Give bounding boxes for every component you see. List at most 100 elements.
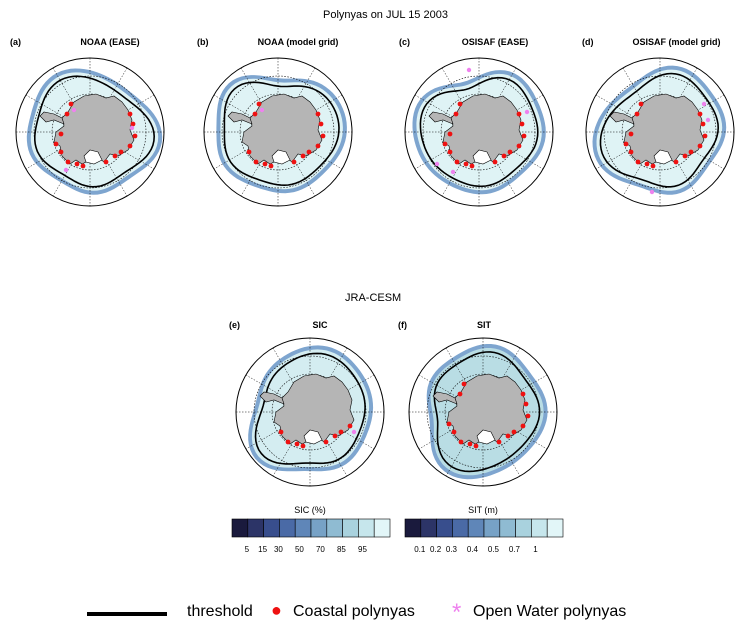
meridian-line — [52, 67, 128, 197]
open-water-polynya-dot — [649, 189, 655, 195]
coastal-polynya-dot — [338, 429, 344, 435]
coastal-polynya-dot — [130, 121, 136, 127]
colorbar-sit-title: SIT (m) — [468, 505, 498, 515]
coastal-polynya-dot — [682, 153, 688, 159]
colorbar-tick-label: 0.7 — [508, 545, 520, 554]
coastal-polynya-dot — [523, 401, 529, 407]
meridian-line — [595, 94, 725, 170]
meridian-line — [240, 67, 316, 197]
coastal-polynya-dot — [300, 153, 306, 159]
meridian-line — [418, 374, 548, 450]
coastal-polynya-dot — [520, 391, 526, 397]
coastal-polynya-dot — [635, 159, 641, 165]
colorbar-swatch — [436, 518, 453, 538]
colorbar-tick-label: 85 — [336, 545, 346, 554]
threshold-contour — [34, 75, 156, 188]
ice-shelf — [83, 149, 103, 165]
threshold-contour — [223, 81, 340, 187]
coastal-polynya-dot — [454, 159, 460, 165]
colorbar-tick-label: 15 — [258, 545, 268, 554]
colorbar-sic — [231, 518, 391, 538]
map-body — [405, 58, 553, 206]
panel-label-f: (f) — [398, 320, 407, 330]
panel-label-d: (d) — [582, 37, 594, 47]
panel-title-b: NOAA (model grid) — [257, 37, 339, 47]
meridian-line — [445, 347, 521, 477]
colorbar-swatch — [373, 518, 391, 538]
open-water-polynya-dot — [705, 117, 711, 123]
coastal-polynya-dot — [262, 161, 268, 167]
colorbar-swatch — [499, 518, 516, 538]
coastal-polynya-dot — [256, 101, 262, 107]
colorbar-tick-label: 50 — [294, 545, 304, 554]
coastal-polynya-dot — [638, 101, 644, 107]
colorbar-tick-label: 0.4 — [466, 545, 478, 554]
coastal-polynya-dot — [323, 439, 329, 445]
ice-shelf — [271, 149, 291, 165]
colorbar-swatch — [358, 518, 375, 538]
coastal-polynya-dot — [252, 111, 258, 117]
threshold-contour — [599, 72, 720, 188]
map-body — [204, 58, 352, 206]
coastal-polynya-dot — [65, 159, 71, 165]
meridian-line — [622, 67, 698, 197]
map-frame — [203, 57, 353, 207]
colorbar-swatch — [467, 518, 485, 538]
antarctic-map-b — [203, 57, 353, 207]
coastal-polynya-dot — [519, 121, 525, 127]
meridian-line — [213, 94, 343, 170]
coastal-polynya-dot — [127, 143, 133, 149]
coastal-polynya-dot — [628, 131, 634, 137]
coastal-polynya-dot — [246, 149, 252, 155]
coastal-polynya-dot — [103, 159, 109, 165]
colorbar-sit-ticks: 0.1 0.2 0.3 0.4 0.5 0.7 1 — [404, 545, 562, 557]
colorbar-tick-label: 0.5 — [487, 545, 499, 554]
antarctic-map-a — [15, 57, 165, 207]
colorbar-swatch — [546, 518, 564, 538]
figure-title: Polynyas on JUL 15 2003 — [323, 9, 448, 21]
colorbar-tick-label: 0.1 — [414, 545, 426, 554]
coastal-polynya-dot — [306, 149, 312, 155]
coastal-polynya-dot — [127, 111, 133, 117]
antarctic-peninsula — [227, 111, 253, 125]
threshold-line — [87, 612, 167, 616]
colorbar-swatch — [420, 518, 437, 538]
colorbar-tick-label: 5 — [244, 545, 250, 554]
meridian-line — [213, 94, 343, 170]
coastal-polynya-dot — [285, 439, 291, 445]
threshold-contour — [433, 351, 541, 473]
ice-shelf — [303, 429, 323, 445]
map-frame — [585, 57, 735, 207]
panel-title-f: SIT — [476, 320, 491, 330]
ice-shelf — [472, 149, 492, 165]
coastal-polynya-dot — [623, 141, 629, 147]
open-water-polynya-dot — [466, 67, 472, 73]
coastal-polynya-dot — [118, 149, 124, 155]
panel-label-e: (e) — [229, 320, 240, 330]
coastal-polynya-dot — [315, 143, 321, 149]
open-water-polynya-dot — [259, 107, 265, 113]
coastal-polynya-dot — [521, 133, 527, 139]
coastal-polynya-dot — [68, 101, 74, 107]
coastal-polynya-dot — [347, 423, 353, 429]
colorbar-swatch — [294, 518, 312, 538]
colorbar-swatch — [247, 518, 264, 538]
meridian-line — [418, 374, 548, 450]
colorbar-swatch — [452, 518, 469, 538]
coastal-polynya-dot — [496, 439, 502, 445]
coastal-polynya-dot — [525, 413, 531, 419]
colorbar-tick-label: 70 — [315, 545, 325, 554]
antarctic-map-c — [404, 57, 554, 207]
meridian-line — [414, 94, 544, 170]
coastal-polynya-dot — [320, 133, 326, 139]
coastal-polynya-dot — [501, 153, 507, 159]
coastal-polynya-dot — [457, 101, 463, 107]
coastal-polynya-dot — [451, 429, 457, 435]
meridian-line — [622, 67, 698, 197]
antarctic-map-d — [585, 57, 735, 207]
map-frame — [408, 337, 558, 487]
coastal-polynya-dot — [458, 439, 464, 445]
meridian-line — [414, 94, 544, 170]
coastal-polynya-dot — [112, 153, 118, 159]
antarctica-land — [273, 373, 355, 445]
